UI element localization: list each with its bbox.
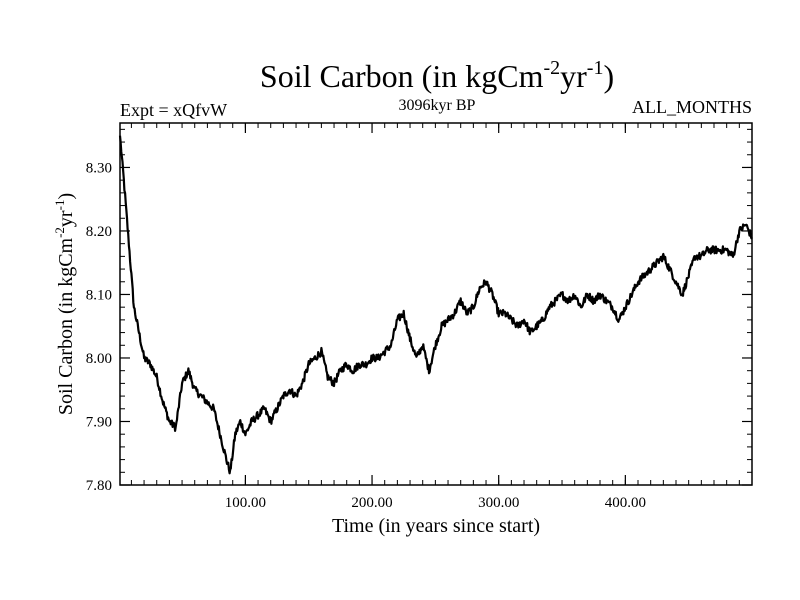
x-tick-label: 300.00 [478,495,519,511]
x-tick-label: 200.00 [351,495,392,511]
y-axis-label-sup2: -1 [52,200,67,211]
chart-title-main: Soil Carbon (in kgCm [260,58,544,94]
epoch-label: 3096kyr BP [399,97,476,114]
chart-title-sup2: -1 [587,57,604,79]
y-axis-label-mid: yr [55,210,77,227]
x-axis-ticks: 100.00 200.00 300.00 400.00 [130,123,740,511]
plot-frame [119,122,753,486]
chart-title: Soil Carbon (in kgCm-2yr-1) [260,57,614,94]
y-axis-label-end: ) [55,193,77,200]
x-tick-label: 100.00 [225,495,266,511]
y-tick-label: 8.00 [86,351,112,367]
experiment-label: Expt = xQfvW [120,100,227,120]
y-tick-label: 7.80 [86,478,112,494]
chart-title-mid: yr [560,58,587,94]
months-label: ALL_MONTHS [632,97,752,117]
chart-title-sup1: -2 [543,57,560,79]
chart-title-end: ) [603,58,614,94]
x-tick-label: 400.00 [605,495,646,511]
y-axis-ticks: 7.80 7.90 8.00 8.10 8.20 8.30 [86,128,752,494]
y-tick-label: 8.30 [86,160,112,176]
y-axis-label: Soil Carbon (in kgCm-2yr-1) [52,193,77,415]
series-line-soil-carbon [118,135,753,475]
y-tick-label: 8.10 [86,287,112,303]
y-tick-label: 7.90 [86,414,112,430]
x-axis-label: Time (in years since start) [332,515,540,537]
y-axis-label-sup1: -2 [52,227,67,238]
y-axis-label-main: Soil Carbon (in kgCm [55,237,77,415]
y-tick-label: 8.20 [86,224,112,240]
